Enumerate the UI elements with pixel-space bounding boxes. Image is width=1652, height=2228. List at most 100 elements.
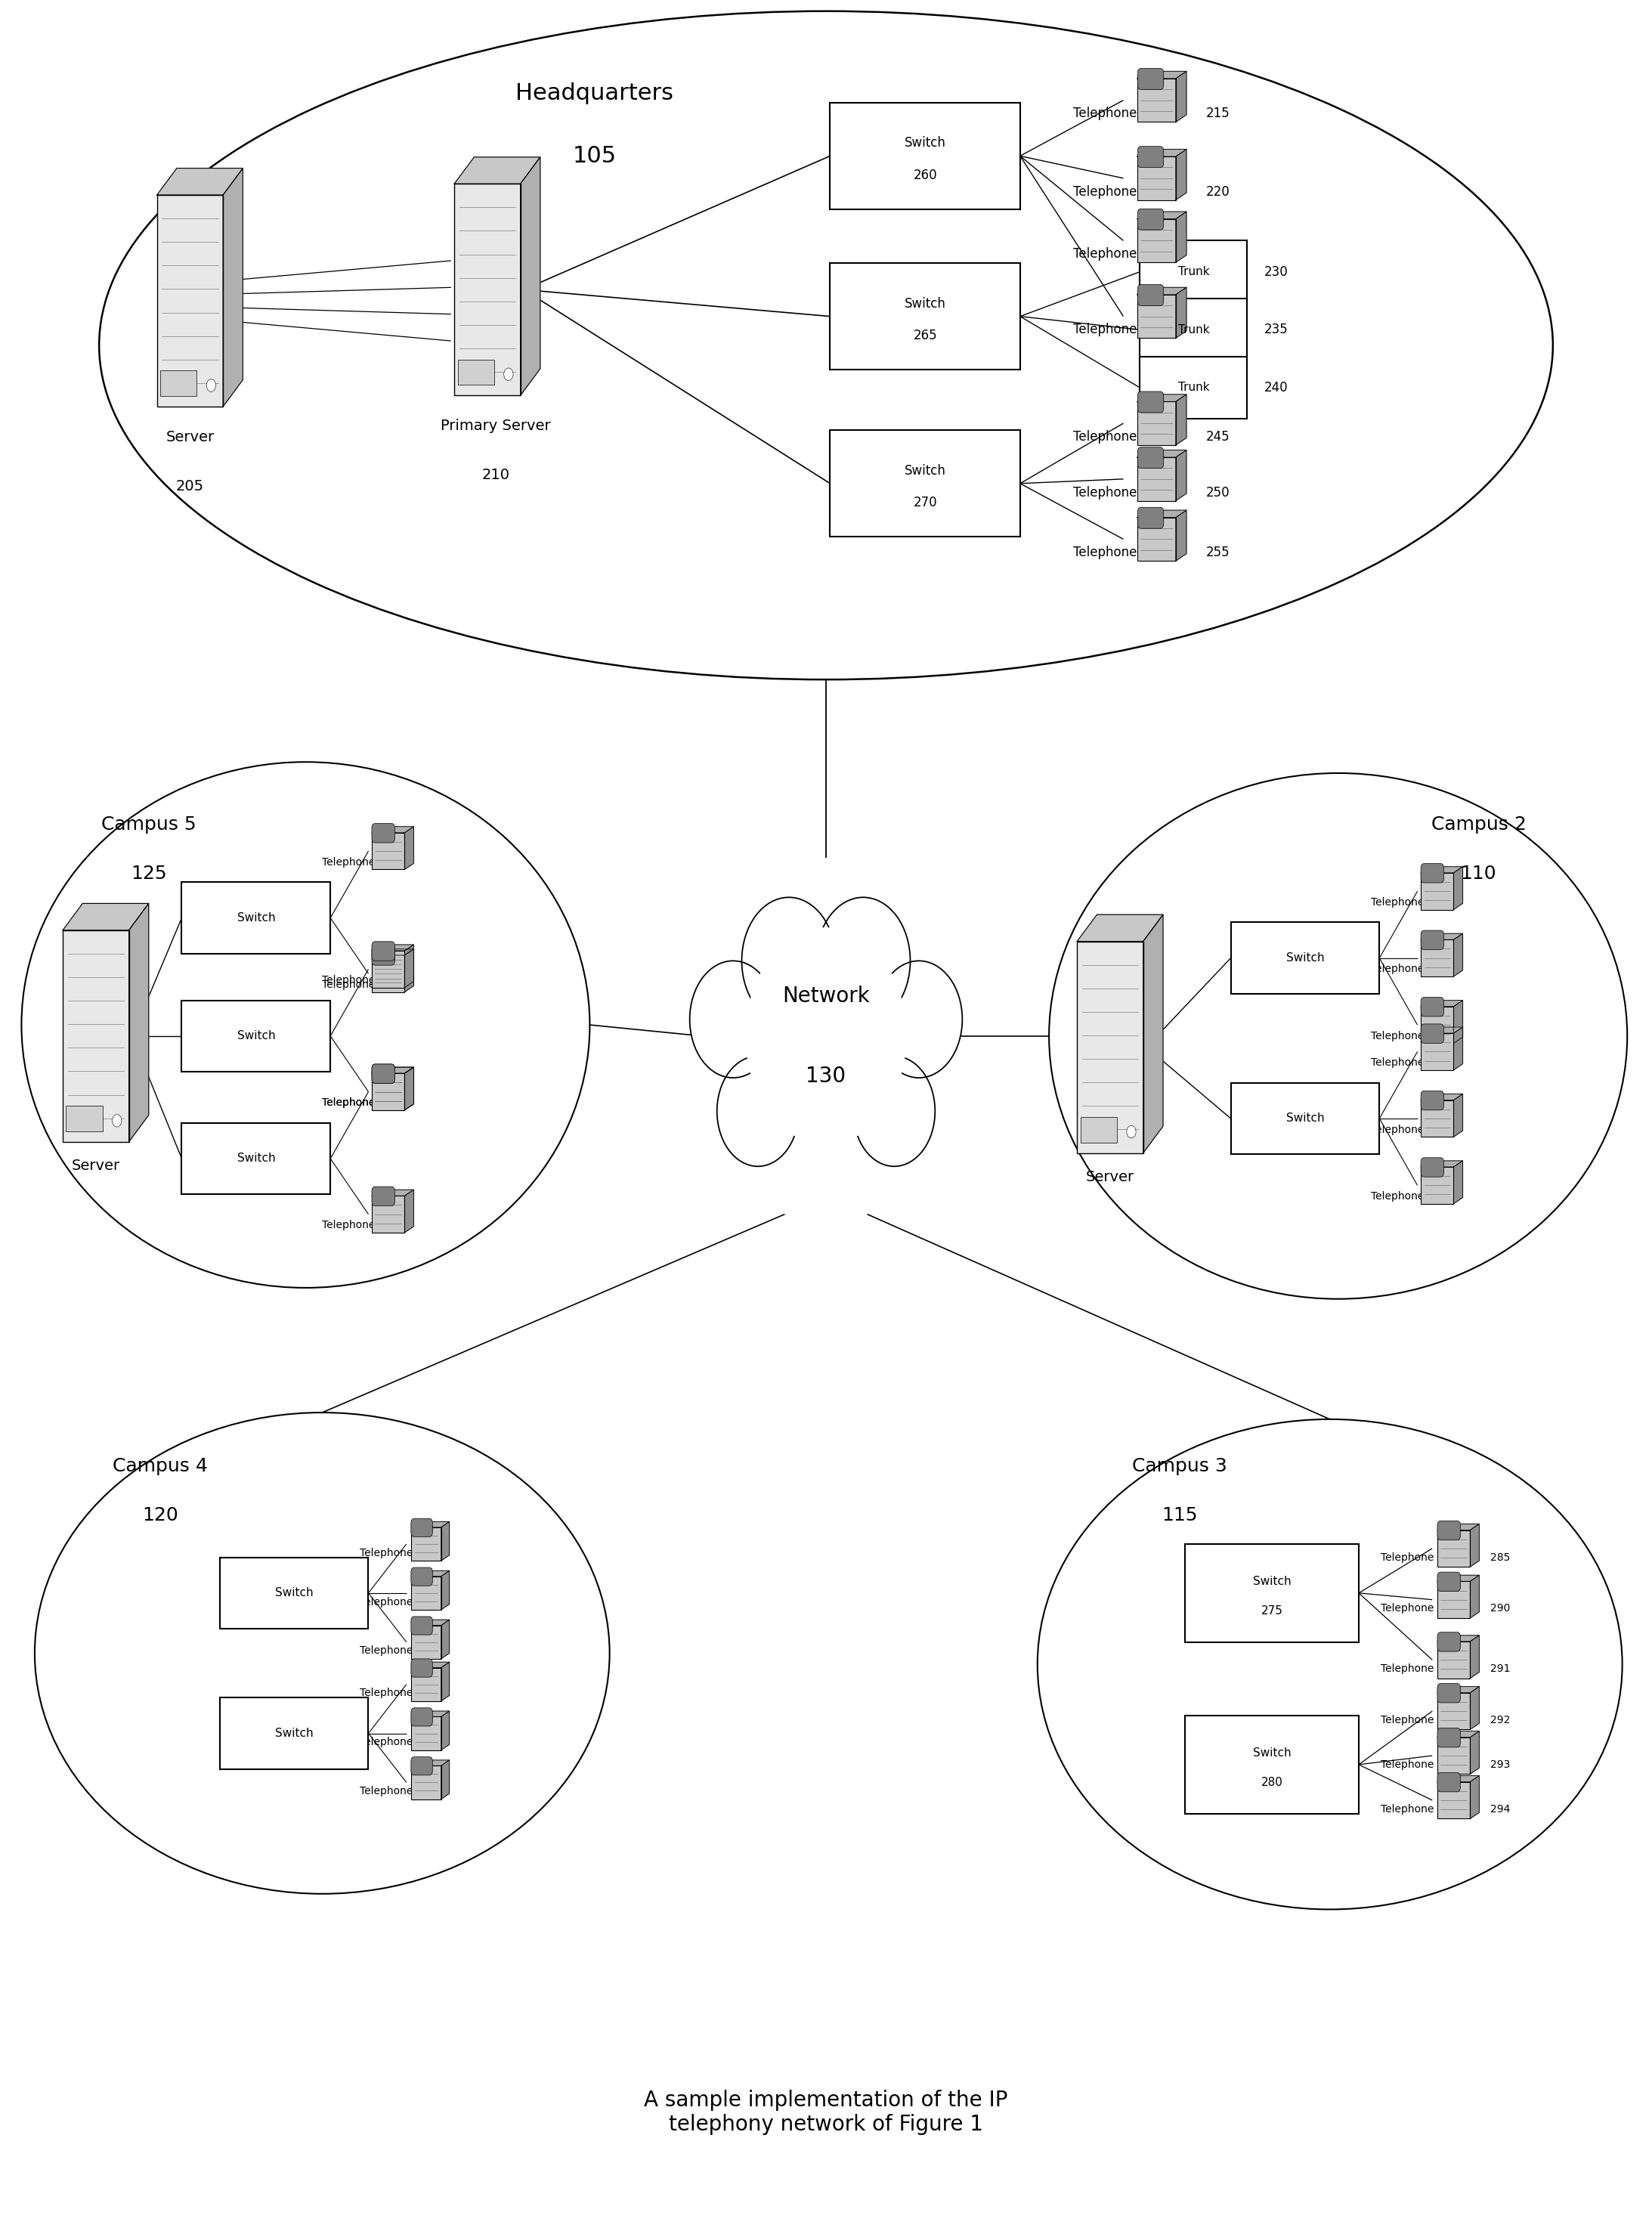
Text: Telephone: Telephone — [1371, 965, 1424, 974]
Text: Telephone: Telephone — [1072, 107, 1137, 120]
Polygon shape — [1454, 934, 1462, 976]
Polygon shape — [441, 1760, 449, 1800]
Polygon shape — [372, 949, 413, 956]
Text: 280: 280 — [1260, 1776, 1284, 1787]
FancyBboxPatch shape — [1421, 873, 1454, 909]
Text: 110: 110 — [1460, 864, 1497, 882]
Polygon shape — [1421, 1027, 1462, 1034]
FancyBboxPatch shape — [1080, 1116, 1117, 1143]
FancyBboxPatch shape — [1437, 1531, 1470, 1566]
Polygon shape — [441, 1620, 449, 1658]
Polygon shape — [411, 1711, 449, 1718]
Polygon shape — [1137, 394, 1186, 401]
Text: 105: 105 — [573, 145, 616, 167]
Text: 255: 255 — [1206, 546, 1229, 559]
Text: Trunk: Trunk — [1178, 323, 1209, 336]
Text: 210: 210 — [482, 468, 509, 481]
Text: Campus 3: Campus 3 — [1132, 1457, 1227, 1475]
FancyBboxPatch shape — [1437, 1729, 1460, 1747]
Circle shape — [112, 1114, 122, 1127]
Text: Telephone: Telephone — [322, 976, 375, 985]
FancyBboxPatch shape — [411, 1519, 433, 1537]
FancyBboxPatch shape — [411, 1626, 441, 1658]
Text: Switch: Switch — [904, 136, 947, 149]
Circle shape — [745, 927, 907, 1145]
FancyBboxPatch shape — [66, 1105, 102, 1132]
Text: Telephone: Telephone — [1072, 430, 1137, 443]
Text: Campus 4: Campus 4 — [112, 1457, 208, 1475]
FancyBboxPatch shape — [411, 1618, 433, 1635]
Text: Campus 5: Campus 5 — [101, 815, 197, 833]
FancyBboxPatch shape — [1421, 940, 1454, 976]
FancyBboxPatch shape — [182, 1000, 330, 1072]
FancyBboxPatch shape — [1138, 285, 1163, 305]
Text: 230: 230 — [1264, 265, 1289, 278]
FancyBboxPatch shape — [1437, 1684, 1460, 1702]
Text: 130: 130 — [806, 1065, 846, 1087]
Text: Telephone: Telephone — [322, 1098, 375, 1107]
Text: 215: 215 — [1206, 107, 1231, 120]
Polygon shape — [1454, 1161, 1462, 1203]
Polygon shape — [63, 905, 149, 931]
Polygon shape — [1176, 287, 1186, 339]
Polygon shape — [1454, 1027, 1462, 1069]
FancyBboxPatch shape — [63, 931, 129, 1141]
Text: Telephone: Telephone — [1072, 546, 1137, 559]
Polygon shape — [1421, 1000, 1462, 1007]
Text: 275: 275 — [1260, 1604, 1284, 1615]
FancyBboxPatch shape — [411, 1718, 441, 1751]
Text: 294: 294 — [1490, 1805, 1510, 1814]
FancyBboxPatch shape — [182, 882, 330, 954]
Text: Telephone: Telephone — [1371, 898, 1424, 907]
Text: Primary Server: Primary Server — [441, 419, 550, 432]
Polygon shape — [1176, 71, 1186, 123]
FancyBboxPatch shape — [1437, 1642, 1470, 1678]
FancyBboxPatch shape — [372, 1065, 395, 1083]
Polygon shape — [1176, 510, 1186, 561]
Text: Telephone: Telephone — [1072, 323, 1137, 336]
FancyBboxPatch shape — [1231, 922, 1379, 994]
Polygon shape — [405, 827, 413, 869]
Polygon shape — [405, 1190, 413, 1232]
FancyBboxPatch shape — [1186, 1716, 1360, 1814]
Text: Switch: Switch — [236, 1152, 276, 1165]
FancyBboxPatch shape — [1140, 241, 1247, 303]
FancyBboxPatch shape — [182, 1123, 330, 1194]
FancyBboxPatch shape — [831, 102, 1021, 209]
Polygon shape — [1176, 149, 1186, 201]
FancyBboxPatch shape — [1138, 147, 1163, 167]
FancyBboxPatch shape — [1137, 401, 1176, 446]
Polygon shape — [1421, 1094, 1462, 1101]
Polygon shape — [411, 1571, 449, 1577]
FancyBboxPatch shape — [1421, 1167, 1454, 1203]
FancyBboxPatch shape — [1140, 356, 1247, 419]
Text: 220: 220 — [1206, 185, 1231, 198]
Text: 235: 235 — [1264, 323, 1289, 336]
FancyBboxPatch shape — [1137, 457, 1176, 501]
Polygon shape — [1421, 934, 1462, 940]
FancyBboxPatch shape — [411, 1765, 441, 1800]
FancyBboxPatch shape — [372, 1074, 405, 1110]
Polygon shape — [411, 1662, 449, 1667]
Polygon shape — [372, 1190, 413, 1196]
Polygon shape — [405, 949, 413, 991]
FancyBboxPatch shape — [1421, 1025, 1444, 1043]
Text: Telephone: Telephone — [1381, 1604, 1434, 1613]
Text: Telephone: Telephone — [1381, 1716, 1434, 1724]
FancyBboxPatch shape — [157, 196, 223, 405]
Polygon shape — [1454, 1000, 1462, 1043]
Polygon shape — [1470, 1575, 1479, 1618]
FancyBboxPatch shape — [454, 185, 520, 397]
Text: Headquarters: Headquarters — [515, 82, 674, 105]
Circle shape — [691, 960, 776, 1078]
FancyBboxPatch shape — [1137, 294, 1176, 339]
Text: 285: 285 — [1490, 1553, 1510, 1562]
Text: 265: 265 — [914, 330, 937, 343]
Polygon shape — [405, 1067, 413, 1110]
Polygon shape — [1143, 916, 1163, 1154]
Polygon shape — [1437, 1776, 1479, 1782]
Polygon shape — [223, 169, 243, 405]
Text: Telephone: Telephone — [1371, 1032, 1424, 1040]
Polygon shape — [1454, 1094, 1462, 1136]
FancyBboxPatch shape — [411, 1758, 433, 1776]
